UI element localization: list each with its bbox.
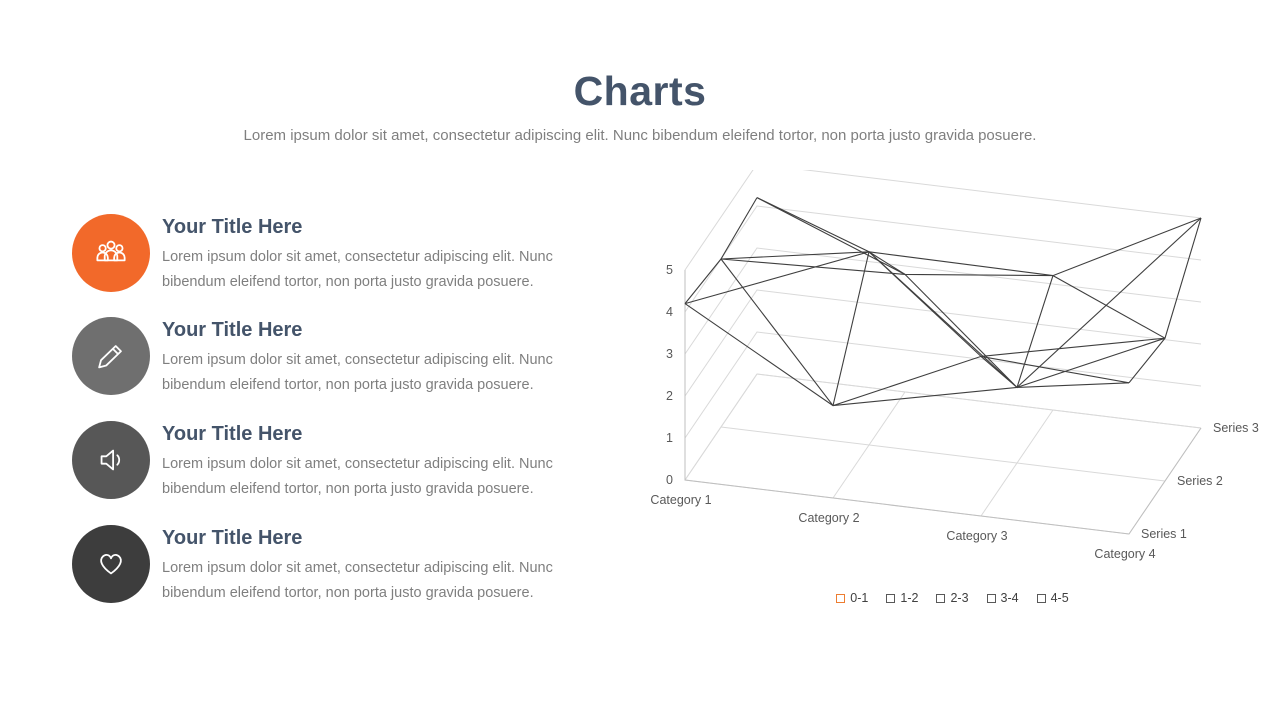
wire-column — [684, 197, 758, 304]
wire-column — [980, 275, 1054, 389]
feature-item-4: Your Title Here Lorem ipsum dolor sit am… — [72, 525, 577, 606]
feature-item-3: Your Title Here Lorem ipsum dolor sit am… — [72, 421, 577, 502]
floor-gridline-series — [720, 426, 1166, 482]
category-axis-label: Category 3 — [946, 529, 1007, 543]
value-gridline — [684, 205, 1202, 313]
feature-text-1: Your Title Here Lorem ipsum dolor sit am… — [162, 214, 572, 295]
wire-diagonal — [868, 251, 1054, 277]
value-gridline — [684, 331, 1202, 439]
feature-text-2: Your Title Here Lorem ipsum dolor sit am… — [162, 317, 572, 398]
legend-item: 4-5 — [1036, 591, 1069, 605]
value-gridline — [684, 247, 1202, 355]
wire-diagonal — [720, 258, 906, 275]
surface-chart: 0 1 2 3 4 5 Category 1 Category 2 Category 3 Cate… — [630, 170, 1275, 620]
legend-label: 3-4 — [1000, 591, 1019, 605]
floor-gridline-series — [756, 373, 1202, 429]
item-title: Your Title Here — [162, 216, 303, 238]
page-subtitle: Lorem ipsum dolor sit amet, consectetur … — [243, 127, 1037, 144]
legend-label: 2-3 — [950, 591, 969, 605]
series-axis-label: Series 1 — [1141, 527, 1187, 541]
wire-diagonal — [904, 274, 1018, 388]
item-body: Lorem ipsum dolor sit amet, consectetur … — [162, 352, 553, 393]
category-axis-label: Category 1 — [650, 493, 711, 507]
slide-header: Charts Lorem ipsum dolor sit amet, conse… — [0, 68, 1280, 144]
legend-swatch — [1036, 593, 1046, 603]
item-body: Lorem ipsum dolor sit amet, consectetur … — [162, 249, 553, 290]
item-title: Your Title Here — [162, 319, 303, 341]
legend-swatch — [986, 593, 996, 603]
axis-lines — [684, 270, 1202, 535]
legend-label: 4-5 — [1050, 591, 1069, 605]
wire-row — [720, 251, 1166, 389]
legend-swatch — [836, 593, 846, 603]
feature-text-3: Your Title Here Lorem ipsum dolor sit am… — [162, 421, 572, 502]
wire-diagonal — [1016, 382, 1130, 388]
value-axis-label: 4 — [666, 305, 673, 319]
value-axis-label: 1 — [666, 431, 673, 445]
page-title: Charts — [573, 68, 707, 114]
legend-item: 1-2 — [886, 591, 918, 605]
feature-item-1: Your Title Here Lorem ipsum dolor sit am… — [72, 214, 577, 295]
value-axis-label: 2 — [666, 389, 673, 403]
speaker-icon — [100, 449, 121, 471]
value-axis-label: 0 — [666, 473, 673, 487]
legend-swatch — [886, 593, 896, 603]
value-gridline — [684, 289, 1202, 397]
heart-icon-circle — [72, 525, 150, 603]
wire-diagonal — [684, 251, 870, 305]
pencil-icon — [98, 345, 122, 369]
feature-item-2: Your Title Here Lorem ipsum dolor sit am… — [72, 317, 577, 398]
item-title: Your Title Here — [162, 527, 303, 549]
people-icon-circle — [72, 214, 150, 292]
series-axis-label: Series 2 — [1177, 474, 1223, 488]
value-gridline — [684, 373, 1202, 481]
item-body: Lorem ipsum dolor sit amet, consectetur … — [162, 560, 553, 601]
legend-label: 1-2 — [900, 591, 919, 605]
heart-icon — [100, 553, 122, 575]
value-axis-label: 3 — [666, 347, 673, 361]
value-axis-label: 5 — [666, 263, 673, 277]
wire-row — [684, 303, 1130, 407]
item-title: Your Title Here — [162, 423, 303, 445]
chart-legend: 0-1 1-2 2-3 3-4 4-5 — [630, 591, 1275, 605]
item-body: Lorem ipsum dolor sit amet, consectetur … — [162, 456, 553, 497]
surface-wireframe — [684, 197, 1202, 407]
legend-swatch — [936, 593, 946, 603]
pencil-icon-circle — [72, 317, 150, 395]
wire-diagonal — [756, 197, 870, 253]
wire-diagonal — [868, 251, 982, 357]
feature-text-4: Your Title Here Lorem ipsum dolor sit am… — [162, 525, 572, 606]
wire-diagonal — [1016, 217, 1202, 388]
category-axis-label: Category 2 — [798, 511, 859, 525]
legend-label: 0-1 — [850, 591, 869, 605]
legend-item: 0-1 — [836, 591, 868, 605]
wire-diagonal — [832, 386, 1018, 407]
legend-item: 3-4 — [986, 591, 1019, 605]
legend-item: 2-3 — [936, 591, 969, 605]
surface-chart-plot: 0 1 2 3 4 5 Category 1 Category 2 Category 3 Cate… — [650, 170, 1259, 561]
speaker-icon-circle — [72, 421, 150, 499]
series-axis-label: Series 3 — [1213, 421, 1259, 435]
wire-row — [756, 197, 1202, 277]
wire-diagonal — [980, 337, 1166, 357]
value-gridline — [684, 170, 1202, 271]
wire-diagonal — [1052, 275, 1166, 339]
people-icon — [96, 240, 126, 262]
category-axis-label: Category 4 — [1094, 547, 1155, 561]
wire-diagonal — [720, 258, 834, 406]
